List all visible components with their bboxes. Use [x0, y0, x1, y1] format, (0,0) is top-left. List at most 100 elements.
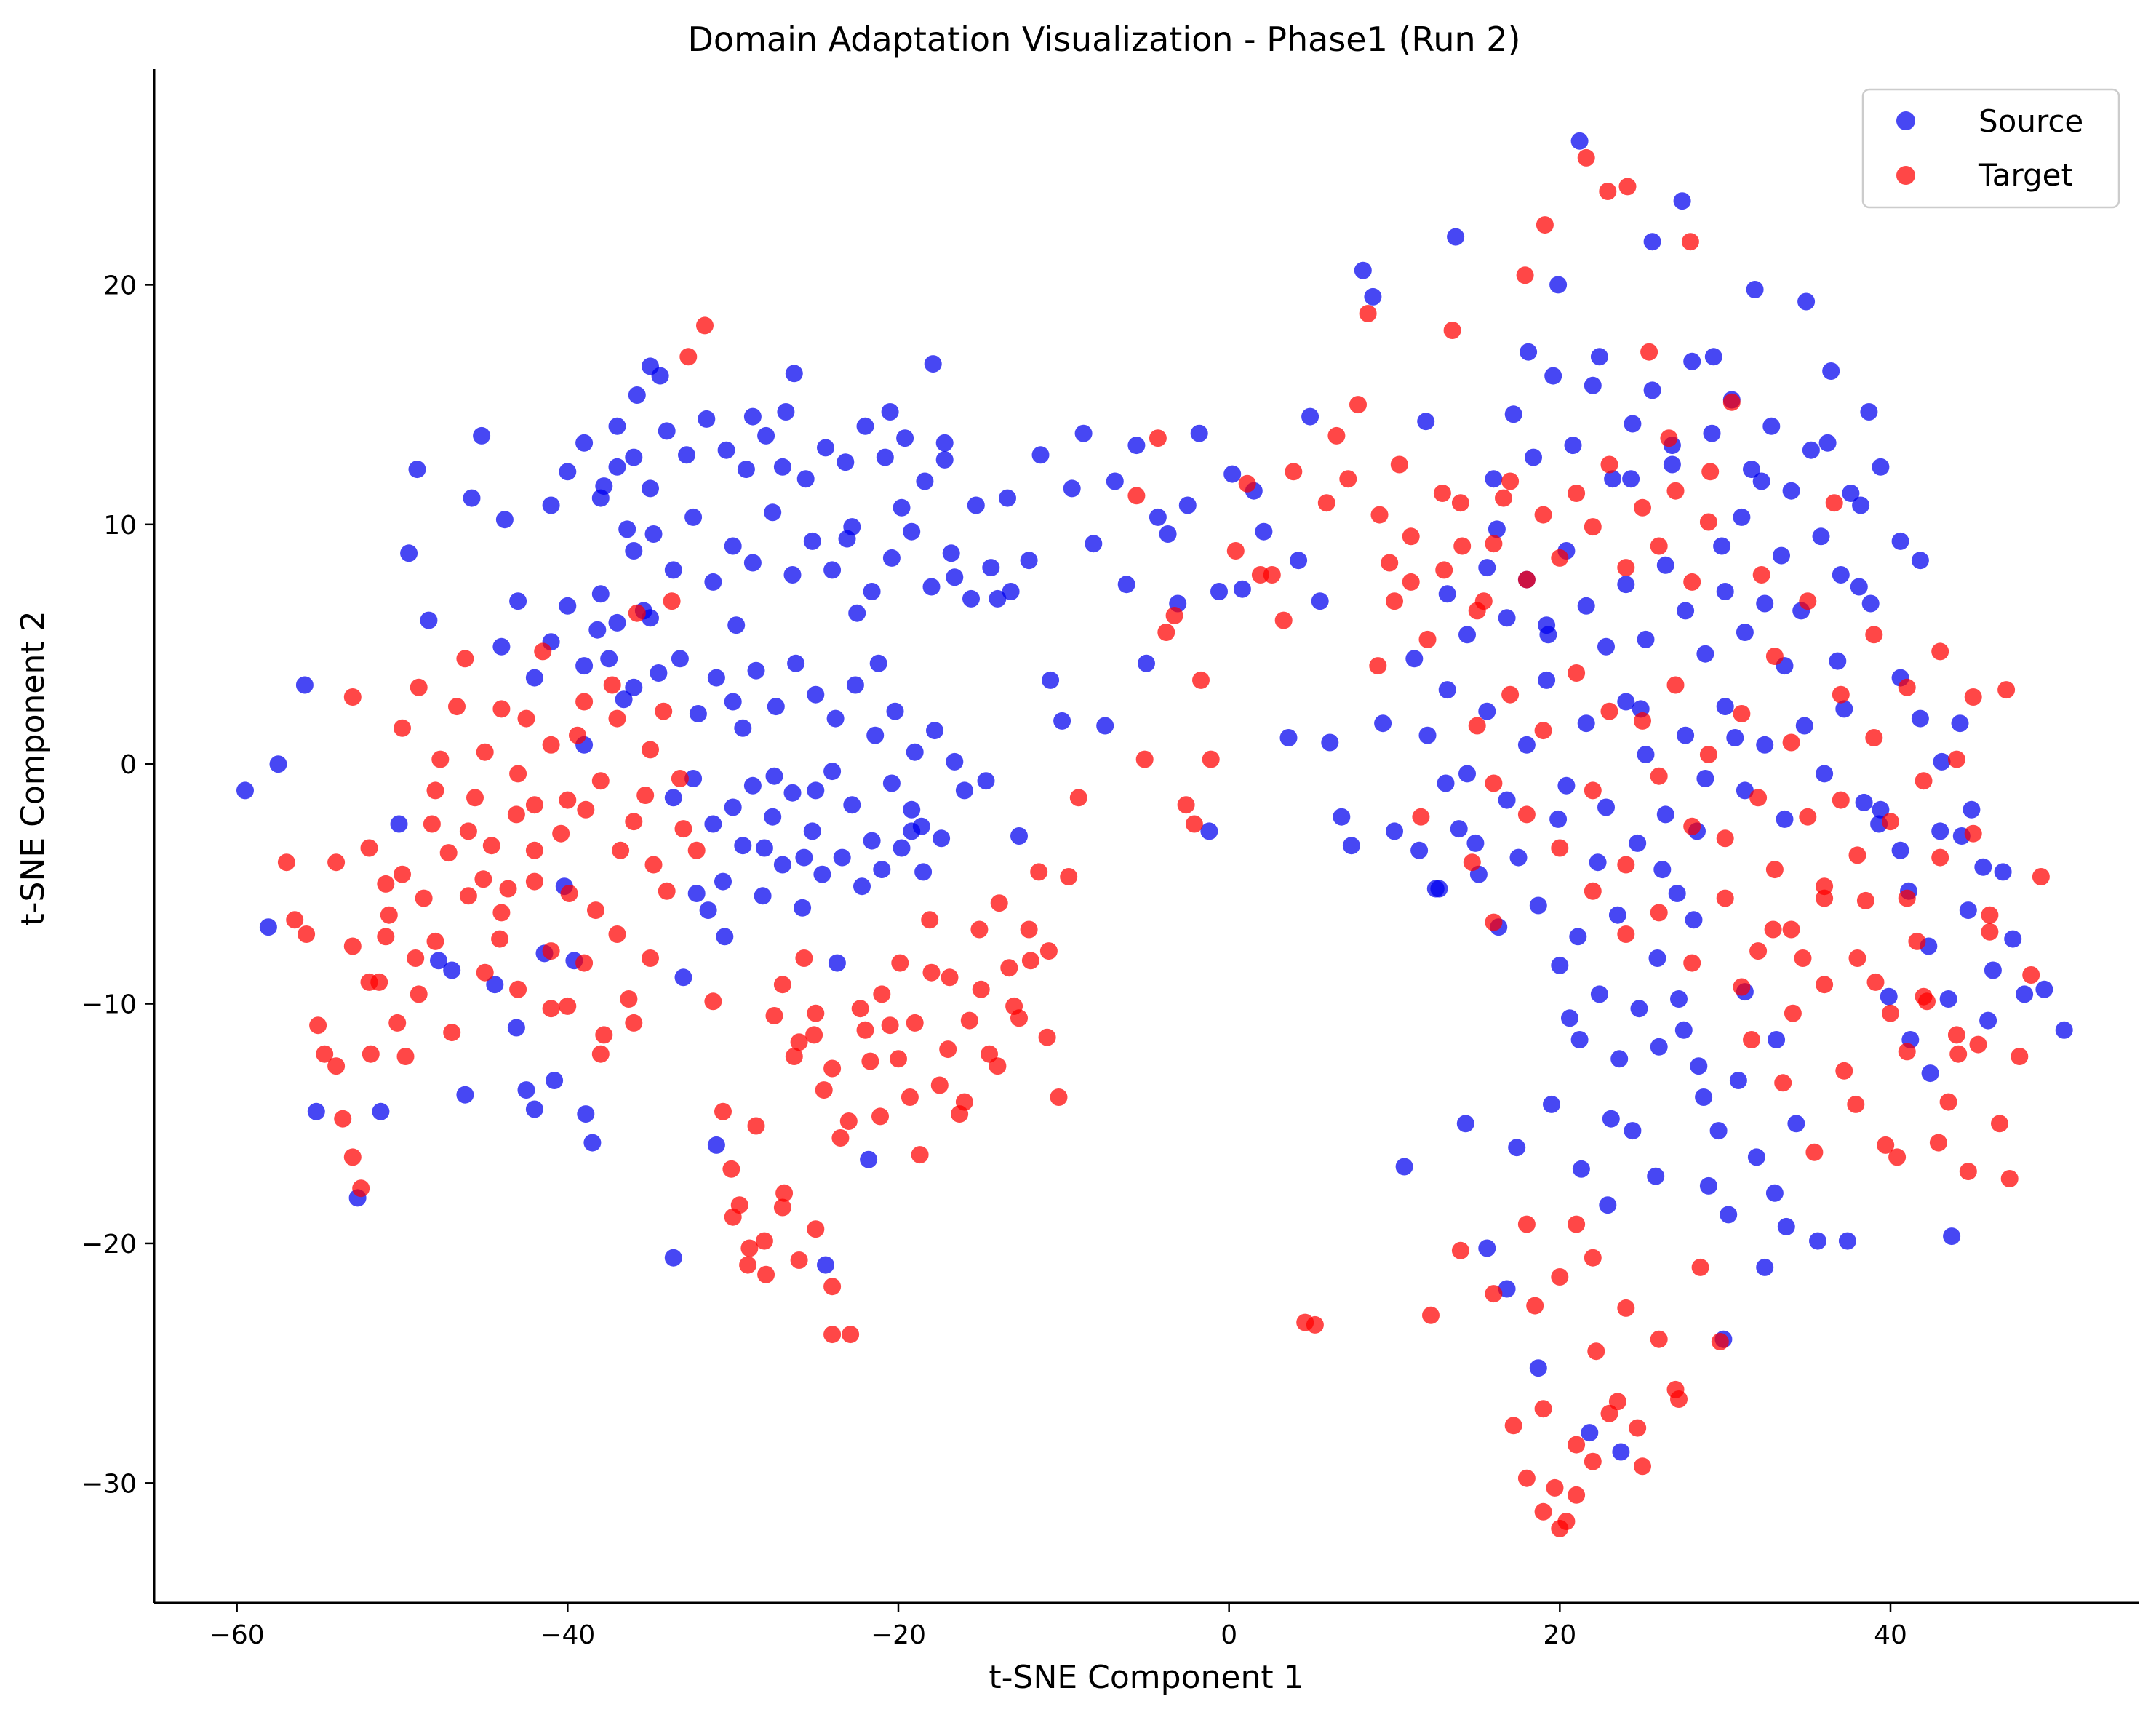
source-point [783, 566, 802, 584]
source-point [1842, 485, 1860, 502]
source-point [495, 511, 514, 529]
source-point [942, 544, 960, 562]
target-point [1782, 733, 1800, 752]
source-point [1577, 714, 1595, 733]
target-point [569, 726, 586, 744]
target-point [911, 1146, 929, 1164]
source-point [794, 899, 812, 917]
target-point [714, 1102, 732, 1120]
target-point [298, 925, 316, 943]
target-point [1192, 671, 1210, 689]
source-point [935, 434, 954, 452]
target-point [1660, 429, 1678, 447]
source-point [1812, 527, 1830, 546]
source-point [1696, 770, 1714, 787]
target-point [636, 787, 655, 804]
source-point [1643, 381, 1661, 399]
target-point [1568, 664, 1586, 682]
target-point [674, 820, 692, 838]
target-point [499, 880, 517, 898]
target-point [842, 1326, 860, 1344]
source-point [846, 676, 864, 694]
target-point [1021, 952, 1039, 970]
source-point [1677, 602, 1695, 620]
source-point [600, 650, 618, 668]
target-point [773, 976, 791, 994]
source-point [1584, 376, 1602, 394]
source-point [699, 901, 717, 920]
target-point [955, 1093, 973, 1111]
source-point [1485, 470, 1503, 488]
source-point [525, 669, 543, 687]
target-point [1584, 1249, 1602, 1267]
target-point [1959, 1163, 1977, 1181]
target-point [343, 688, 362, 706]
source-point [863, 583, 881, 600]
source-point [236, 781, 254, 800]
target-point [1501, 685, 1520, 704]
target-point [559, 791, 577, 809]
target-point [1799, 808, 1817, 826]
target-point [1433, 485, 1451, 502]
target-point [628, 604, 646, 622]
source-point [1852, 496, 1870, 514]
source-point [743, 407, 762, 426]
target-point [1339, 470, 1357, 488]
source-point [1809, 1232, 1826, 1250]
target-point [1618, 178, 1637, 196]
source-point [922, 578, 941, 596]
source-point [1395, 1158, 1413, 1176]
source-point [1354, 261, 1372, 279]
source-point [1777, 1217, 1795, 1235]
source-point [651, 367, 669, 385]
source-point [1733, 508, 1751, 526]
target-point [1149, 429, 1167, 447]
source-point [955, 781, 973, 800]
source-point [716, 928, 734, 946]
target-point [360, 839, 378, 857]
source-point [1743, 461, 1760, 479]
source-point [882, 774, 901, 792]
source-point [803, 822, 821, 840]
target-point [620, 990, 638, 1008]
target-point [1765, 648, 1784, 665]
source-point [873, 861, 891, 879]
target-point [1691, 1258, 1709, 1276]
source-point [509, 592, 527, 610]
target-point [1485, 535, 1503, 553]
source-point [1835, 700, 1853, 718]
target-point [1898, 889, 1916, 907]
source-point [1713, 537, 1731, 555]
source-point [1622, 470, 1640, 488]
x-tick-label: 40 [1874, 1620, 1907, 1650]
source-point [843, 518, 861, 536]
source-point [1736, 624, 1754, 641]
target-point [1517, 805, 1536, 824]
source-point [1159, 525, 1177, 543]
target-point [608, 709, 626, 728]
target-point [1453, 537, 1472, 555]
target-point [612, 841, 630, 859]
target-point [1832, 685, 1850, 704]
target-point [1929, 1134, 1947, 1152]
source-point [664, 789, 682, 807]
source-point [1478, 559, 1496, 577]
target-point [1005, 997, 1023, 1015]
target-point [871, 1107, 889, 1126]
source-point [1290, 552, 1308, 570]
target-point [575, 693, 594, 711]
target-point [1997, 681, 2016, 699]
source-point [684, 508, 703, 526]
target-point [1157, 624, 1175, 641]
source-point [853, 877, 871, 896]
target-point [459, 887, 477, 905]
target-point [1600, 702, 1618, 720]
target-point [1504, 1417, 1522, 1435]
target-point [1501, 472, 1520, 490]
target-point [901, 1088, 919, 1106]
source-point [1704, 348, 1722, 366]
target-point [1825, 494, 1843, 512]
source-point [1617, 576, 1635, 594]
source-point [823, 763, 842, 781]
source-point [1637, 746, 1655, 763]
